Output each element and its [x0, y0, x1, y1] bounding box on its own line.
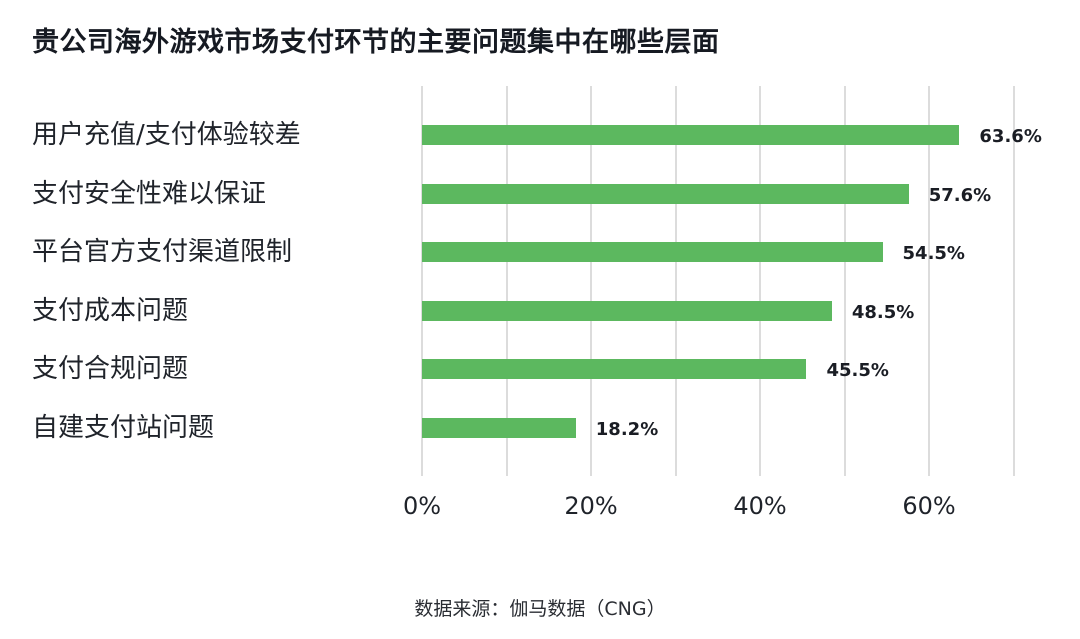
- bar: [422, 125, 960, 145]
- value-label: 45.5%: [826, 360, 889, 382]
- value-label: 48.5%: [851, 301, 915, 323]
- value-label: 63.6%: [979, 126, 1042, 147]
- chart-title: 贵公司海外游戏市场支付环节的主要问题集中在哪些层面: [32, 27, 720, 58]
- bar: [422, 300, 832, 321]
- value-label: 57.6%: [928, 184, 992, 206]
- x-tick-label: 60%: [902, 492, 956, 520]
- bar: [422, 183, 909, 204]
- gridline: [759, 86, 761, 476]
- x-tick-label: 20%: [564, 492, 618, 520]
- gridline: [421, 86, 423, 476]
- gridline: [590, 86, 592, 476]
- category-label: 平台官方支付渠道限制: [32, 237, 293, 268]
- gridline: [1012, 86, 1015, 476]
- bar: [422, 418, 576, 438]
- value-label: 18.2%: [595, 419, 659, 440]
- gridline: [674, 86, 677, 476]
- value-label: 54.5%: [902, 243, 965, 265]
- category-label: 支付合规问题: [32, 354, 189, 385]
- gridline: [928, 86, 930, 476]
- bar: [422, 242, 883, 263]
- category-label: 支付成本问题: [32, 295, 189, 326]
- data-source-note: 数据来源：伽马数据（CNG）: [414, 598, 666, 620]
- x-tick-label: 40%: [733, 492, 787, 520]
- gridline: [843, 86, 846, 476]
- bar: [422, 359, 807, 380]
- gridline: [505, 86, 508, 476]
- category-label: 自建支付站问题: [32, 413, 215, 443]
- category-label: 支付安全性难以保证: [32, 178, 267, 209]
- x-tick-label: 0%: [402, 492, 442, 520]
- category-label: 用户充值/支付体验较差: [32, 120, 301, 150]
